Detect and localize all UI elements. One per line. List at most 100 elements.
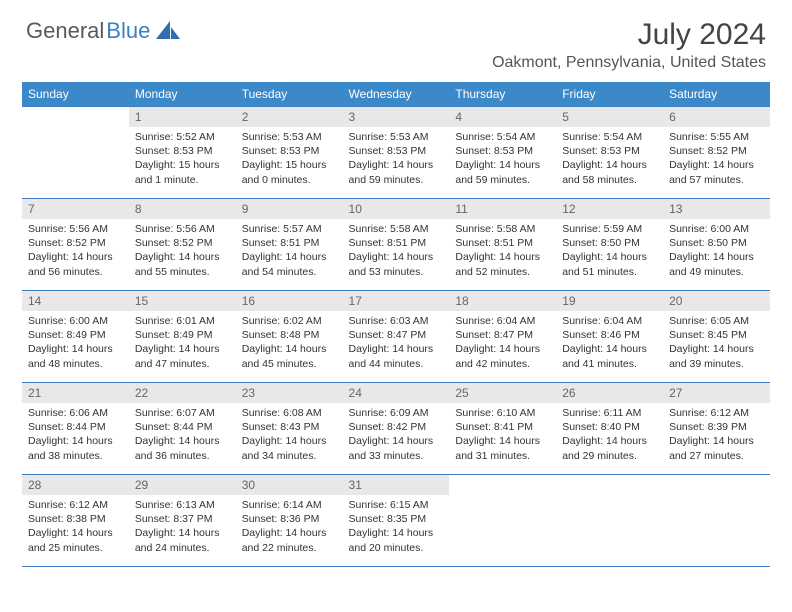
day-number: 12	[556, 199, 663, 219]
calendar-week: 1Sunrise: 5:52 AMSunset: 8:53 PMDaylight…	[22, 107, 770, 199]
day-detail: Sunrise: 5:59 AMSunset: 8:50 PMDaylight:…	[556, 219, 663, 283]
calendar-day: 27Sunrise: 6:12 AMSunset: 8:39 PMDayligh…	[663, 383, 770, 475]
day-number: 5	[556, 107, 663, 127]
day-detail: Sunrise: 6:07 AMSunset: 8:44 PMDaylight:…	[129, 403, 236, 467]
day-number: 26	[556, 383, 663, 403]
day-detail: Sunrise: 5:58 AMSunset: 8:51 PMDaylight:…	[343, 219, 450, 283]
day-number: 22	[129, 383, 236, 403]
day-detail: Sunrise: 6:02 AMSunset: 8:48 PMDaylight:…	[236, 311, 343, 375]
day-number: 18	[449, 291, 556, 311]
day-number: 25	[449, 383, 556, 403]
day-number: 31	[343, 475, 450, 495]
day-detail: Sunrise: 6:03 AMSunset: 8:47 PMDaylight:…	[343, 311, 450, 375]
calendar-day: 3Sunrise: 5:53 AMSunset: 8:53 PMDaylight…	[343, 107, 450, 199]
calendar-week: 7Sunrise: 5:56 AMSunset: 8:52 PMDaylight…	[22, 199, 770, 291]
calendar-day: 6Sunrise: 5:55 AMSunset: 8:52 PMDaylight…	[663, 107, 770, 199]
day-header: Saturday	[663, 82, 770, 107]
calendar-day	[556, 475, 663, 567]
day-detail: Sunrise: 5:56 AMSunset: 8:52 PMDaylight:…	[129, 219, 236, 283]
calendar-day: 8Sunrise: 5:56 AMSunset: 8:52 PMDaylight…	[129, 199, 236, 291]
day-detail: Sunrise: 5:54 AMSunset: 8:53 PMDaylight:…	[449, 127, 556, 191]
month-title: July 2024	[492, 18, 766, 52]
day-detail: Sunrise: 6:04 AMSunset: 8:46 PMDaylight:…	[556, 311, 663, 375]
calendar-table: SundayMondayTuesdayWednesdayThursdayFrid…	[22, 82, 770, 567]
day-detail: Sunrise: 6:14 AMSunset: 8:36 PMDaylight:…	[236, 495, 343, 559]
calendar-day: 10Sunrise: 5:58 AMSunset: 8:51 PMDayligh…	[343, 199, 450, 291]
day-detail: Sunrise: 6:04 AMSunset: 8:47 PMDaylight:…	[449, 311, 556, 375]
day-detail: Sunrise: 6:05 AMSunset: 8:45 PMDaylight:…	[663, 311, 770, 375]
day-number: 17	[343, 291, 450, 311]
day-number: 10	[343, 199, 450, 219]
day-number: 29	[129, 475, 236, 495]
day-header: Tuesday	[236, 82, 343, 107]
day-number: 8	[129, 199, 236, 219]
day-detail: Sunrise: 5:54 AMSunset: 8:53 PMDaylight:…	[556, 127, 663, 191]
day-detail: Sunrise: 6:00 AMSunset: 8:49 PMDaylight:…	[22, 311, 129, 375]
day-number: 9	[236, 199, 343, 219]
calendar-day: 1Sunrise: 5:52 AMSunset: 8:53 PMDaylight…	[129, 107, 236, 199]
calendar-day: 7Sunrise: 5:56 AMSunset: 8:52 PMDaylight…	[22, 199, 129, 291]
day-detail: Sunrise: 6:15 AMSunset: 8:35 PMDaylight:…	[343, 495, 450, 559]
day-number: 11	[449, 199, 556, 219]
day-number: 6	[663, 107, 770, 127]
day-number: 7	[22, 199, 129, 219]
day-detail: Sunrise: 6:06 AMSunset: 8:44 PMDaylight:…	[22, 403, 129, 467]
day-number: 15	[129, 291, 236, 311]
calendar-day: 21Sunrise: 6:06 AMSunset: 8:44 PMDayligh…	[22, 383, 129, 475]
day-number: 28	[22, 475, 129, 495]
brand-part1: General	[26, 18, 104, 44]
calendar-day: 15Sunrise: 6:01 AMSunset: 8:49 PMDayligh…	[129, 291, 236, 383]
calendar-body: 1Sunrise: 5:52 AMSunset: 8:53 PMDaylight…	[22, 107, 770, 567]
day-number: 1	[129, 107, 236, 127]
day-number: 4	[449, 107, 556, 127]
calendar-day: 20Sunrise: 6:05 AMSunset: 8:45 PMDayligh…	[663, 291, 770, 383]
day-detail: Sunrise: 6:09 AMSunset: 8:42 PMDaylight:…	[343, 403, 450, 467]
day-number: 20	[663, 291, 770, 311]
calendar-day: 17Sunrise: 6:03 AMSunset: 8:47 PMDayligh…	[343, 291, 450, 383]
calendar-day: 5Sunrise: 5:54 AMSunset: 8:53 PMDaylight…	[556, 107, 663, 199]
day-detail: Sunrise: 5:55 AMSunset: 8:52 PMDaylight:…	[663, 127, 770, 191]
calendar-day: 13Sunrise: 6:00 AMSunset: 8:50 PMDayligh…	[663, 199, 770, 291]
day-number: 23	[236, 383, 343, 403]
day-detail: Sunrise: 5:56 AMSunset: 8:52 PMDaylight:…	[22, 219, 129, 283]
day-detail: Sunrise: 6:12 AMSunset: 8:39 PMDaylight:…	[663, 403, 770, 467]
calendar-day: 23Sunrise: 6:08 AMSunset: 8:43 PMDayligh…	[236, 383, 343, 475]
calendar-day: 22Sunrise: 6:07 AMSunset: 8:44 PMDayligh…	[129, 383, 236, 475]
calendar-day: 9Sunrise: 5:57 AMSunset: 8:51 PMDaylight…	[236, 199, 343, 291]
sail-icon	[156, 21, 182, 41]
day-detail: Sunrise: 6:11 AMSunset: 8:40 PMDaylight:…	[556, 403, 663, 467]
day-number: 2	[236, 107, 343, 127]
calendar-day: 24Sunrise: 6:09 AMSunset: 8:42 PMDayligh…	[343, 383, 450, 475]
calendar-day: 16Sunrise: 6:02 AMSunset: 8:48 PMDayligh…	[236, 291, 343, 383]
day-detail: Sunrise: 6:00 AMSunset: 8:50 PMDaylight:…	[663, 219, 770, 283]
day-detail: Sunrise: 6:12 AMSunset: 8:38 PMDaylight:…	[22, 495, 129, 559]
calendar-day: 2Sunrise: 5:53 AMSunset: 8:53 PMDaylight…	[236, 107, 343, 199]
day-detail: Sunrise: 6:08 AMSunset: 8:43 PMDaylight:…	[236, 403, 343, 467]
calendar-day: 11Sunrise: 5:58 AMSunset: 8:51 PMDayligh…	[449, 199, 556, 291]
calendar-week: 28Sunrise: 6:12 AMSunset: 8:38 PMDayligh…	[22, 475, 770, 567]
calendar-day: 4Sunrise: 5:54 AMSunset: 8:53 PMDaylight…	[449, 107, 556, 199]
calendar-day	[22, 107, 129, 199]
day-number: 16	[236, 291, 343, 311]
day-number: 3	[343, 107, 450, 127]
day-detail: Sunrise: 5:53 AMSunset: 8:53 PMDaylight:…	[236, 127, 343, 191]
calendar-day: 30Sunrise: 6:14 AMSunset: 8:36 PMDayligh…	[236, 475, 343, 567]
day-detail: Sunrise: 5:52 AMSunset: 8:53 PMDaylight:…	[129, 127, 236, 191]
brand-logo: GeneralBlue	[26, 18, 182, 44]
calendar-week: 21Sunrise: 6:06 AMSunset: 8:44 PMDayligh…	[22, 383, 770, 475]
day-detail: Sunrise: 6:13 AMSunset: 8:37 PMDaylight:…	[129, 495, 236, 559]
day-number: 24	[343, 383, 450, 403]
calendar-day: 28Sunrise: 6:12 AMSunset: 8:38 PMDayligh…	[22, 475, 129, 567]
calendar-day: 18Sunrise: 6:04 AMSunset: 8:47 PMDayligh…	[449, 291, 556, 383]
day-number: 30	[236, 475, 343, 495]
day-detail: Sunrise: 5:53 AMSunset: 8:53 PMDaylight:…	[343, 127, 450, 191]
calendar-day	[449, 475, 556, 567]
calendar-day: 19Sunrise: 6:04 AMSunset: 8:46 PMDayligh…	[556, 291, 663, 383]
location-label: Oakmont, Pennsylvania, United States	[492, 54, 766, 72]
day-header: Sunday	[22, 82, 129, 107]
day-number: 27	[663, 383, 770, 403]
calendar-day: 25Sunrise: 6:10 AMSunset: 8:41 PMDayligh…	[449, 383, 556, 475]
day-number: 14	[22, 291, 129, 311]
calendar-day: 26Sunrise: 6:11 AMSunset: 8:40 PMDayligh…	[556, 383, 663, 475]
day-detail: Sunrise: 6:01 AMSunset: 8:49 PMDaylight:…	[129, 311, 236, 375]
